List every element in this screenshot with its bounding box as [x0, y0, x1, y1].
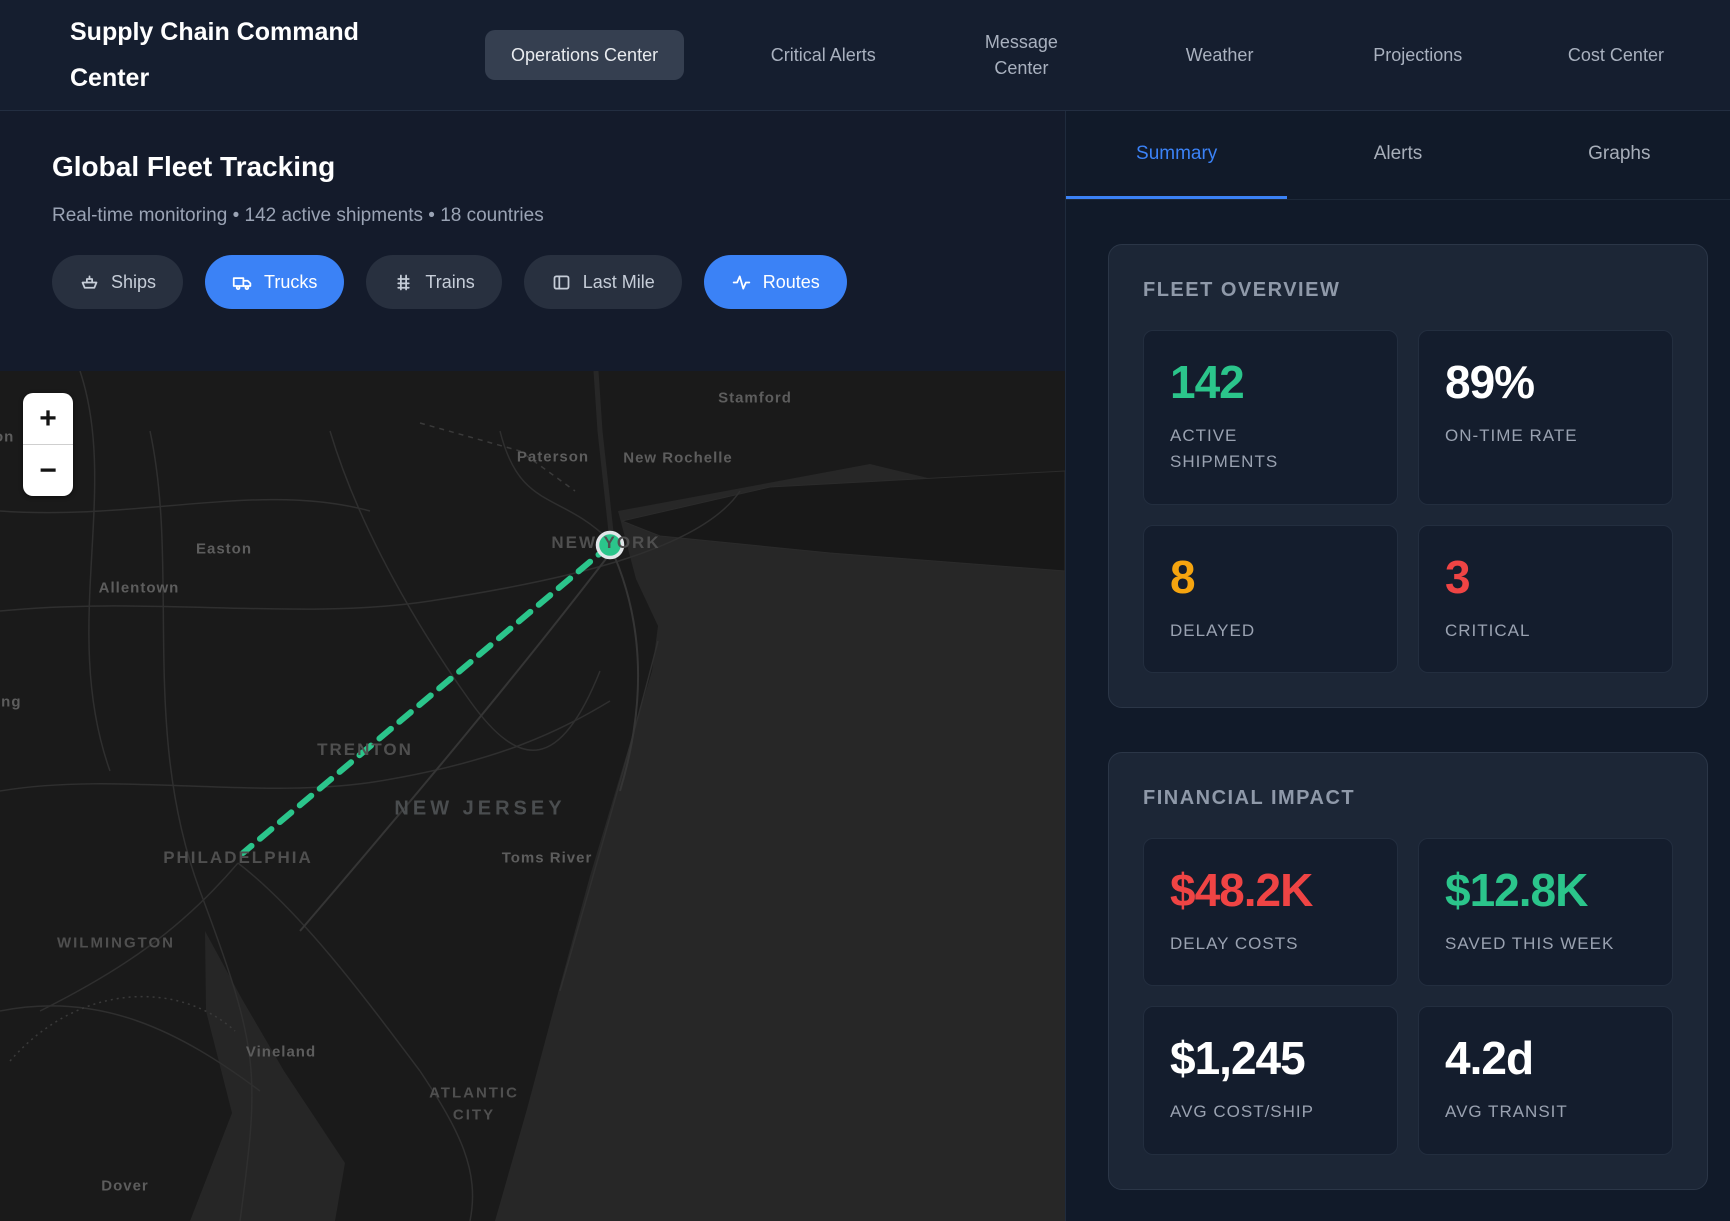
stat-avg-cost-ship: $1,245 AVG COST/SHIP — [1143, 1006, 1398, 1155]
financial-impact-card: FINANCIAL IMPACT $48.2K DELAY COSTS $12.… — [1108, 752, 1708, 1190]
fleet-overview-card: FLEET OVERVIEW 142 ACTIVE SHIPMENTS 89% … — [1108, 244, 1708, 709]
filter-pill-label: Trucks — [264, 271, 318, 292]
stat-value: $1,245 — [1170, 1032, 1306, 1085]
stat-value: $48.2K — [1170, 864, 1313, 917]
nav-item-critical-alerts[interactable]: Critical Alerts — [770, 45, 876, 65]
zoom-control-divider — [23, 444, 73, 445]
new-york-marker[interactable] — [595, 530, 625, 560]
activity-icon — [732, 275, 750, 289]
stat-saved-this-week: $12.8K SAVED THIS WEEK — [1418, 838, 1673, 987]
stat-label: ACTIVE SHIPMENTS — [1170, 426, 1279, 472]
filter-pill-trains[interactable]: Trains — [366, 255, 502, 309]
zoom-in-button[interactable]: + — [39, 401, 57, 435]
map-zoom-control: + − — [23, 393, 73, 496]
map-highways — [299, 545, 640, 932]
stat-value: 8 — [1170, 550, 1196, 603]
stat-active-shipments: 142 ACTIVE SHIPMENTS — [1143, 330, 1398, 505]
page-subtitle: Real-time monitoring • 142 active shipme… — [52, 205, 544, 226]
map-roads — [0, 371, 741, 1221]
stat-delay-costs: $48.2K DELAY COSTS — [1143, 838, 1398, 987]
stat-label: SAVED THIS WEEK — [1445, 934, 1615, 954]
package-icon — [553, 275, 570, 289]
stat-value: $12.8K — [1445, 864, 1588, 917]
filter-pill-routes[interactable]: Routes — [703, 255, 847, 309]
tab-graphs[interactable]: Graphs — [1588, 142, 1651, 164]
filter-pill-label: Trains — [425, 271, 475, 292]
map-delaware-bay — [190, 931, 345, 1221]
stat-label: AVG COST/SHIP — [1170, 1102, 1314, 1122]
stat-delayed: 8 DELAYED — [1143, 524, 1398, 674]
fleet-tracking-section: Global Fleet Tracking Real-time monitori… — [0, 111, 1065, 1221]
fleet-tracking-header: Global Fleet Tracking Real-time monitori… — [0, 111, 1065, 371]
main-nav: Operations Center Critical Alerts Messag… — [485, 29, 1675, 81]
stat-on-time-rate: 89% ON-TIME RATE — [1418, 330, 1673, 505]
financial-impact-title: FINANCIAL IMPACT — [1143, 787, 1356, 810]
tab-alerts[interactable]: Alerts — [1373, 142, 1423, 164]
stat-value: 3 — [1445, 550, 1471, 603]
filter-pill-ships[interactable]: Ships — [52, 255, 184, 309]
map-canvas — [0, 371, 1065, 1221]
stat-avg-transit: 4.2d AVG TRANSIT — [1418, 1006, 1673, 1155]
app-title: Supply Chain Command Center — [70, 18, 359, 92]
zoom-out-button[interactable]: − — [39, 453, 57, 487]
stat-critical: 3 CRITICAL — [1418, 524, 1673, 674]
map-boundaries — [9, 422, 576, 1062]
map-water-atlantic — [495, 464, 1065, 1221]
train-track-icon — [397, 274, 410, 290]
nav-item-weather[interactable]: Weather — [1185, 45, 1254, 65]
summary-panel: Summary Alerts Graphs FLEET OVERVIEW 142… — [1065, 111, 1730, 1221]
page-title: Global Fleet Tracking — [52, 151, 336, 182]
tab-summary[interactable]: Summary — [1066, 111, 1288, 199]
ship-icon — [81, 275, 98, 289]
filter-pill-row: Ships Trucks Trains Last Mile Routes — [52, 255, 1065, 309]
truck-icon — [232, 276, 252, 290]
stat-value: 142 — [1170, 356, 1245, 408]
financial-impact-grid: $48.2K DELAY COSTS $12.8K SAVED THIS WEE… — [1143, 838, 1673, 1155]
panel-tabbar: Summary Alerts Graphs — [1066, 111, 1730, 200]
route-line — [240, 542, 613, 856]
stat-value: 89% — [1445, 356, 1535, 408]
map-hudson-river — [593, 371, 615, 542]
top-header: Supply Chain Command Center Operations C… — [0, 0, 1730, 111]
filter-pill-label: Last Mile — [582, 271, 655, 292]
nav-item-message-center[interactable]: Message Center — [984, 32, 1058, 78]
filter-pill-last-mile[interactable]: Last Mile — [523, 255, 682, 309]
nav-item-operations-center[interactable]: Operations Center — [485, 30, 685, 80]
stat-value: 4.2d — [1445, 1032, 1534, 1085]
fleet-overview-grid: 142 ACTIVE SHIPMENTS 89% ON-TIME RATE 8 … — [1143, 330, 1673, 674]
filter-pill-label: Routes — [762, 271, 820, 292]
stat-label: DELAYED — [1170, 620, 1256, 640]
filter-pill-label: Ships — [111, 271, 157, 292]
stat-label: ON-TIME RATE — [1445, 426, 1578, 445]
stat-label: CRITICAL — [1445, 620, 1531, 640]
stat-label: DELAY COSTS — [1170, 934, 1299, 954]
nav-item-cost-center[interactable]: Cost Center — [1567, 45, 1664, 65]
panel-body: FLEET OVERVIEW 142 ACTIVE SHIPMENTS 89% … — [1066, 200, 1730, 1221]
filter-pill-trucks[interactable]: Trucks — [205, 255, 345, 309]
nav-item-projections[interactable]: Projections — [1373, 45, 1463, 65]
fleet-map[interactable]: Stamford Paterson New Rochelle NEW YORK … — [0, 371, 1065, 1221]
fleet-overview-title: FLEET OVERVIEW — [1143, 279, 1341, 301]
map-long-island — [620, 470, 1065, 572]
stat-label: AVG TRANSIT — [1445, 1102, 1568, 1122]
